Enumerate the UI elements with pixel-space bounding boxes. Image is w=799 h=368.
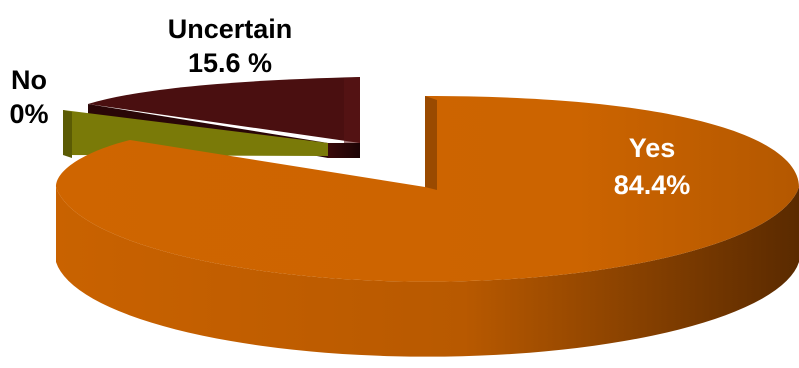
slice-yes-inner-edge <box>425 96 437 190</box>
label-yes-value: 84.4% <box>614 170 691 200</box>
label-uncertain-name: Uncertain <box>168 14 293 44</box>
slice-yes-side <box>56 187 799 357</box>
slice-uncertain-right-face <box>328 143 360 158</box>
label-yes-name: Yes <box>629 133 676 163</box>
label-no-value: 0% <box>9 99 48 129</box>
slice-yes <box>56 96 799 357</box>
label-uncertain-value: 15.6 % <box>188 48 272 78</box>
slice-yes-top <box>56 96 799 282</box>
slice-no-side <box>63 110 72 158</box>
label-no-name: No <box>11 65 47 95</box>
slice-uncertain-top <box>88 77 360 143</box>
slice-uncertain-top-highlight <box>344 77 360 143</box>
